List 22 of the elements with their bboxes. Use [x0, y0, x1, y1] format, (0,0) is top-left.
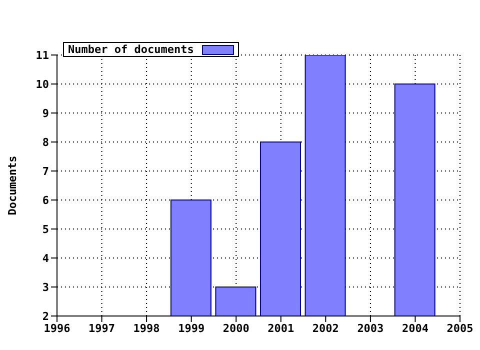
y-tick-label: 10: [36, 78, 49, 91]
x-tick-label: 2000: [222, 322, 250, 335]
x-tick-label: 2004: [402, 322, 429, 335]
y-tick-label: 5: [42, 222, 49, 236]
x-tick-label: 2003: [357, 322, 384, 335]
x-tick-label: 2001: [268, 322, 295, 335]
x-tick-label: 1996: [44, 322, 71, 335]
y-tick-label: 4: [42, 252, 50, 265]
legend-label: Number of documents: [68, 43, 194, 56]
x-tick-label: 1999: [178, 322, 205, 335]
y-tick-label: 8: [42, 136, 49, 149]
y-tick-label: 7: [42, 164, 49, 178]
y-tick-label: 2: [42, 310, 49, 323]
x-tick-label: 1997: [88, 322, 116, 335]
x-tick-label: 2005: [446, 322, 474, 335]
y-tick-label: 9: [42, 106, 49, 120]
y-tick-label: 3: [42, 280, 49, 294]
x-tick-label: 2002: [312, 322, 339, 335]
x-tick-label: 1998: [133, 322, 160, 335]
y-axis-title: Documents: [6, 156, 19, 216]
y-tick-label: 6: [42, 194, 50, 207]
y-tick-label: 11: [36, 48, 50, 62]
